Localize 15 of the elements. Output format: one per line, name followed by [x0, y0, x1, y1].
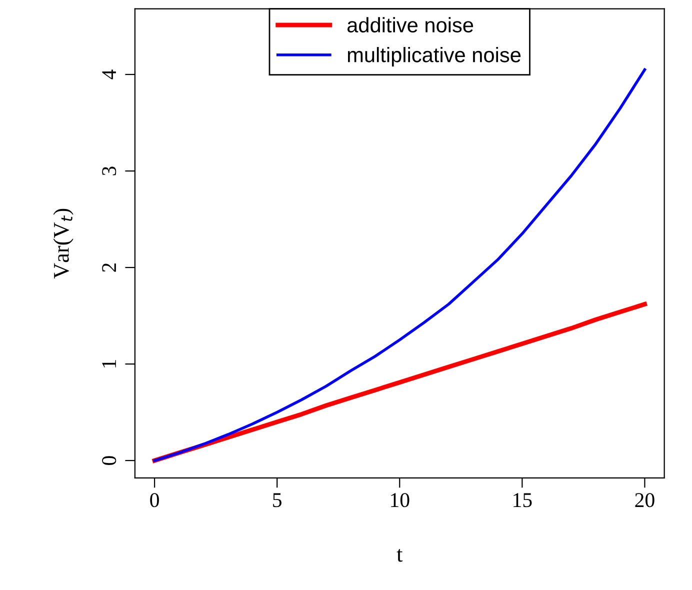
x-axis-title: t: [396, 549, 403, 562]
y-tick-label: 2: [102, 263, 116, 272]
y-tick-label: 1: [102, 360, 116, 368]
y-tick-label: 0: [102, 456, 116, 465]
x-tick-label: 20: [635, 493, 654, 508]
legend-label: multiplicative noise: [348, 47, 521, 66]
y-axis-title: Var(V$_{t}$): [53, 208, 74, 279]
x-tick-label: 15: [514, 493, 532, 508]
y-tick-label: 4: [102, 70, 116, 80]
x-tick-label: 10: [391, 493, 410, 508]
x-tick-label: 0: [150, 493, 159, 508]
legend-label: additive noise: [347, 17, 474, 32]
x-tick-label: 5: [273, 493, 282, 508]
y-tick-label: 3: [102, 166, 116, 176]
line-series: [153, 68, 646, 462]
